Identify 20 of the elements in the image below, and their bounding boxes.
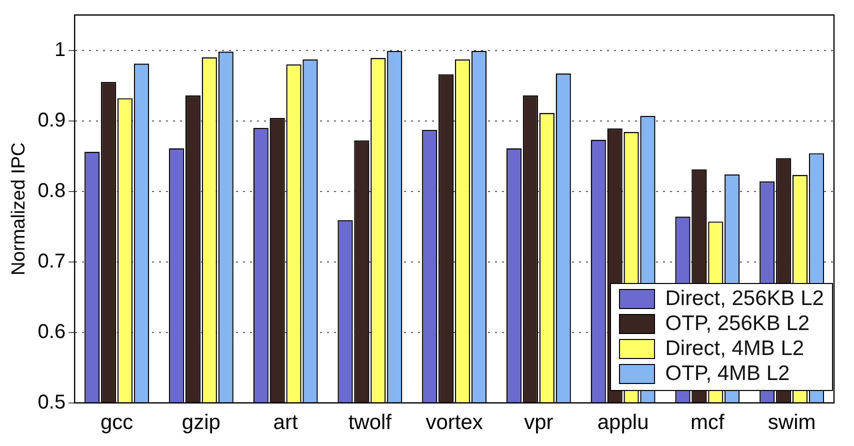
y-tick-label: 0.7 [38,250,66,272]
x-tick-label: applu [597,411,649,434]
y-tick-label: 0.9 [38,109,66,132]
y-axis-title: Normalized IPC [8,142,30,276]
y-tick-label: 0.6 [38,320,66,343]
x-tick-label: swim [768,411,816,434]
x-tick-label: vpr [524,411,554,434]
x-tick-label: mcf [690,411,725,434]
legend-label: OTP, 4MB L2 [665,362,790,386]
x-tick-label: vortex [426,411,484,434]
x-tick-label: twolf [348,411,392,434]
y-tick-label: 0.8 [38,180,66,202]
legend-label: Direct, 256KB L2 [665,287,824,312]
y-tick-label: 1 [54,38,66,61]
y-tick-label: 0.5 [38,391,66,414]
legend-label: Direct, 4MB L2 [665,337,804,362]
legend-label: OTP, 256KB L2 [665,312,810,336]
x-tick-label: gcc [100,411,134,434]
x-tick-label: art [273,411,298,434]
x-tick-label: gzip [182,411,220,434]
